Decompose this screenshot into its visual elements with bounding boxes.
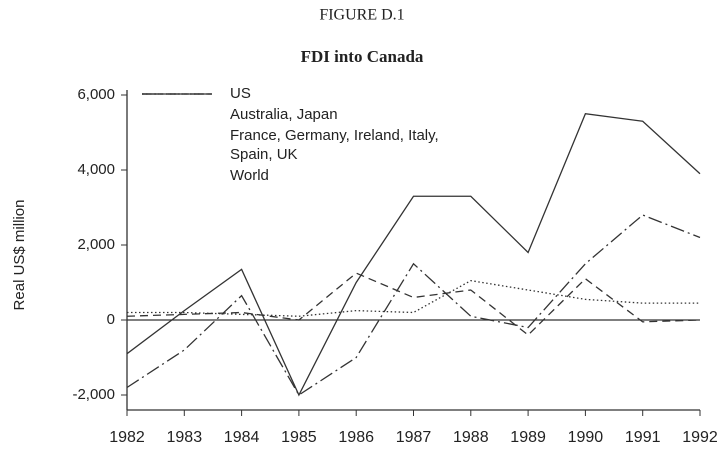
x-tick-label: 1985 (281, 429, 317, 446)
y-axis-label: Real US$ million (11, 200, 28, 311)
y-tick-label: -2,000 (72, 386, 115, 403)
legend-swatch (142, 93, 212, 95)
legend-item: France, Germany, Ireland, Italy, Spain, … (142, 93, 445, 164)
chart-title: FDI into Canada (301, 47, 424, 66)
legend-item: Australia, Japan (142, 93, 445, 124)
x-tick-label: 1988 (453, 429, 489, 446)
x-tick-label: 1987 (396, 429, 432, 446)
legend-item: US (142, 84, 445, 103)
y-tick-label: 0 (107, 311, 115, 328)
legend-label: France, Germany, Ireland, Italy, Spain, … (230, 127, 439, 163)
y-tick-label: 6,000 (77, 86, 115, 103)
x-tick-label: 1990 (568, 429, 604, 446)
series-line (126, 272, 701, 336)
x-tick-label: 1991 (625, 429, 661, 446)
x-tick-label: 1992 (682, 429, 718, 446)
legend-label: US (230, 85, 251, 102)
legend-item: World (142, 93, 445, 185)
series-line (126, 214, 701, 396)
y-tick-label: 4,000 (77, 161, 115, 178)
x-tick-label: 1986 (338, 429, 374, 446)
x-tick-label: 1989 (510, 429, 546, 446)
x-tick-label: 1984 (224, 429, 260, 446)
x-tick-label: 1983 (167, 429, 203, 446)
legend: US Australia, Japan France, Germany, Irela… (142, 84, 445, 187)
figure-label: FIGURE D.1 (319, 7, 404, 24)
y-tick-label: 2,000 (77, 236, 115, 253)
legend-label: Australia, Japan (230, 106, 338, 123)
series-line (126, 113, 701, 397)
series-line (127, 279, 700, 317)
x-tick-label: 1982 (109, 429, 145, 446)
legend-label: World (230, 167, 269, 184)
